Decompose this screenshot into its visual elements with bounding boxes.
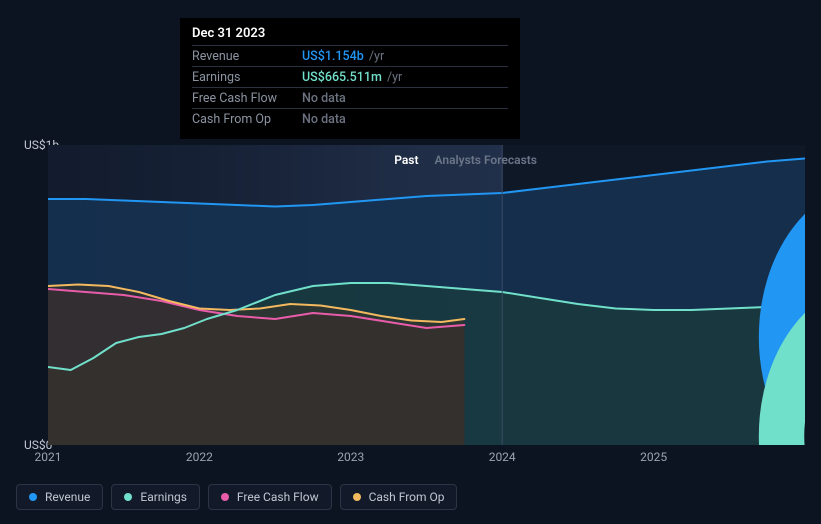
chart-plot-area[interactable]: Past Analysts Forecasts <box>48 145 805 445</box>
finance-area-chart: Dec 31 2023 RevenueUS$1.154b /yrEarnings… <box>16 0 805 524</box>
tooltip-row: Cash From OpNo data <box>192 108 508 129</box>
legend-item-earnings[interactable]: Earnings <box>111 484 200 510</box>
tooltip-row-key: Revenue <box>192 49 302 64</box>
region-label-past: Past <box>394 153 418 167</box>
x-axis-tick: 2025 <box>640 450 667 464</box>
legend-item-cfo[interactable]: Cash From Op <box>340 484 458 510</box>
legend-dot-icon <box>124 493 132 501</box>
legend-item-label: Revenue <box>45 490 90 504</box>
tooltip-row-key: Cash From Op <box>192 112 302 127</box>
x-axis-tick: 2022 <box>186 450 213 464</box>
tooltip-row: RevenueUS$1.154b /yr <box>192 45 508 66</box>
legend-item-label: Free Cash Flow <box>237 490 319 504</box>
legend-item-label: Earnings <box>140 490 187 504</box>
x-axis: 20212022202320242025 <box>48 450 805 470</box>
x-axis-tick: 2024 <box>489 450 516 464</box>
legend-item-revenue[interactable]: Revenue <box>16 484 103 510</box>
tooltip-row-value: No data <box>302 112 346 127</box>
region-label-forecast: Analysts Forecasts <box>435 153 537 167</box>
legend-dot-icon <box>353 493 361 501</box>
x-axis-tick: 2021 <box>35 450 62 464</box>
tooltip-row: Free Cash FlowNo data <box>192 87 508 108</box>
chart-tooltip: Dec 31 2023 RevenueUS$1.154b /yrEarnings… <box>180 18 520 139</box>
legend-dot-icon <box>29 493 37 501</box>
tooltip-row-value: No data <box>302 91 346 106</box>
tooltip-date: Dec 31 2023 <box>192 26 508 45</box>
tooltip-row-value: US$665.511m /yr <box>302 70 402 85</box>
tooltip-row-key: Free Cash Flow <box>192 91 302 106</box>
tooltip-row: EarningsUS$665.511m /yr <box>192 66 508 87</box>
legend-dot-icon <box>221 493 229 501</box>
x-axis-tick: 2023 <box>337 450 364 464</box>
legend-item-label: Cash From Op <box>369 490 445 504</box>
tooltip-row-value: US$1.154b /yr <box>302 49 384 64</box>
legend-item-fcf[interactable]: Free Cash Flow <box>208 484 332 510</box>
tooltip-row-key: Earnings <box>192 70 302 85</box>
chart-legend: Revenue Earnings Free Cash Flow Cash From O… <box>16 484 457 510</box>
